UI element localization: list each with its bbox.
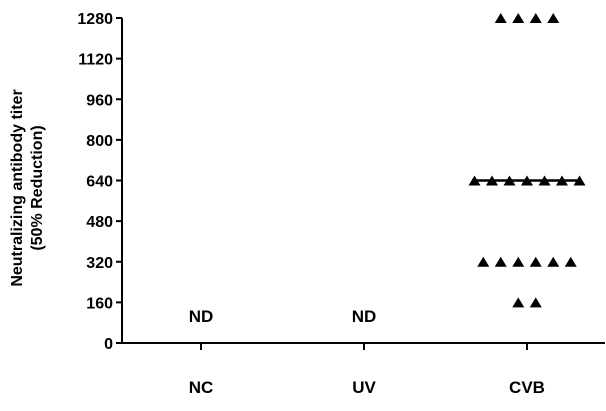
y-tick-label: 320 [86, 255, 113, 272]
y-tick-label: 0 [104, 336, 113, 353]
data-point-triangle [494, 256, 507, 267]
not-detected-label: ND [189, 307, 214, 326]
y-tick-label: 800 [86, 133, 113, 150]
data-points [468, 13, 586, 308]
data-point-triangle [547, 13, 560, 23]
y-axis-title-line-2: (50% Reduction) [29, 125, 46, 250]
data-point-triangle [529, 256, 542, 267]
y-tick-label: 1280 [77, 11, 113, 28]
y-axis-title: Neutralizing antibody titer (50% Reducti… [9, 89, 46, 286]
x-category-label: CVB [509, 378, 545, 397]
data-point-triangle [477, 256, 490, 267]
x-axis-ticks: NC UV CVB [189, 343, 545, 397]
data-point-triangle [494, 13, 507, 23]
data-point-triangle [512, 13, 525, 23]
data-point-triangle [529, 297, 542, 308]
y-tick-label: 960 [86, 92, 113, 109]
y-tick-label: 640 [86, 174, 113, 191]
data-point-triangle [564, 256, 577, 267]
data-point-triangle [512, 297, 525, 308]
data-point-triangle [512, 256, 525, 267]
x-category-label: NC [189, 378, 214, 397]
y-axis-title-line-1: Neutralizing antibody titer [9, 89, 26, 286]
y-tick-label: 480 [86, 214, 113, 231]
x-category-label: UV [352, 378, 376, 397]
not-detected-label: ND [352, 307, 377, 326]
annotations: ND ND [189, 307, 377, 326]
y-tick-label: 160 [86, 295, 113, 312]
y-tick-label: 1120 [78, 52, 113, 69]
data-point-triangle [547, 256, 560, 267]
y-axis-ticks: 0 160 320 480 640 800 960 1120 1280 [77, 11, 122, 353]
data-point-triangle [529, 13, 542, 23]
